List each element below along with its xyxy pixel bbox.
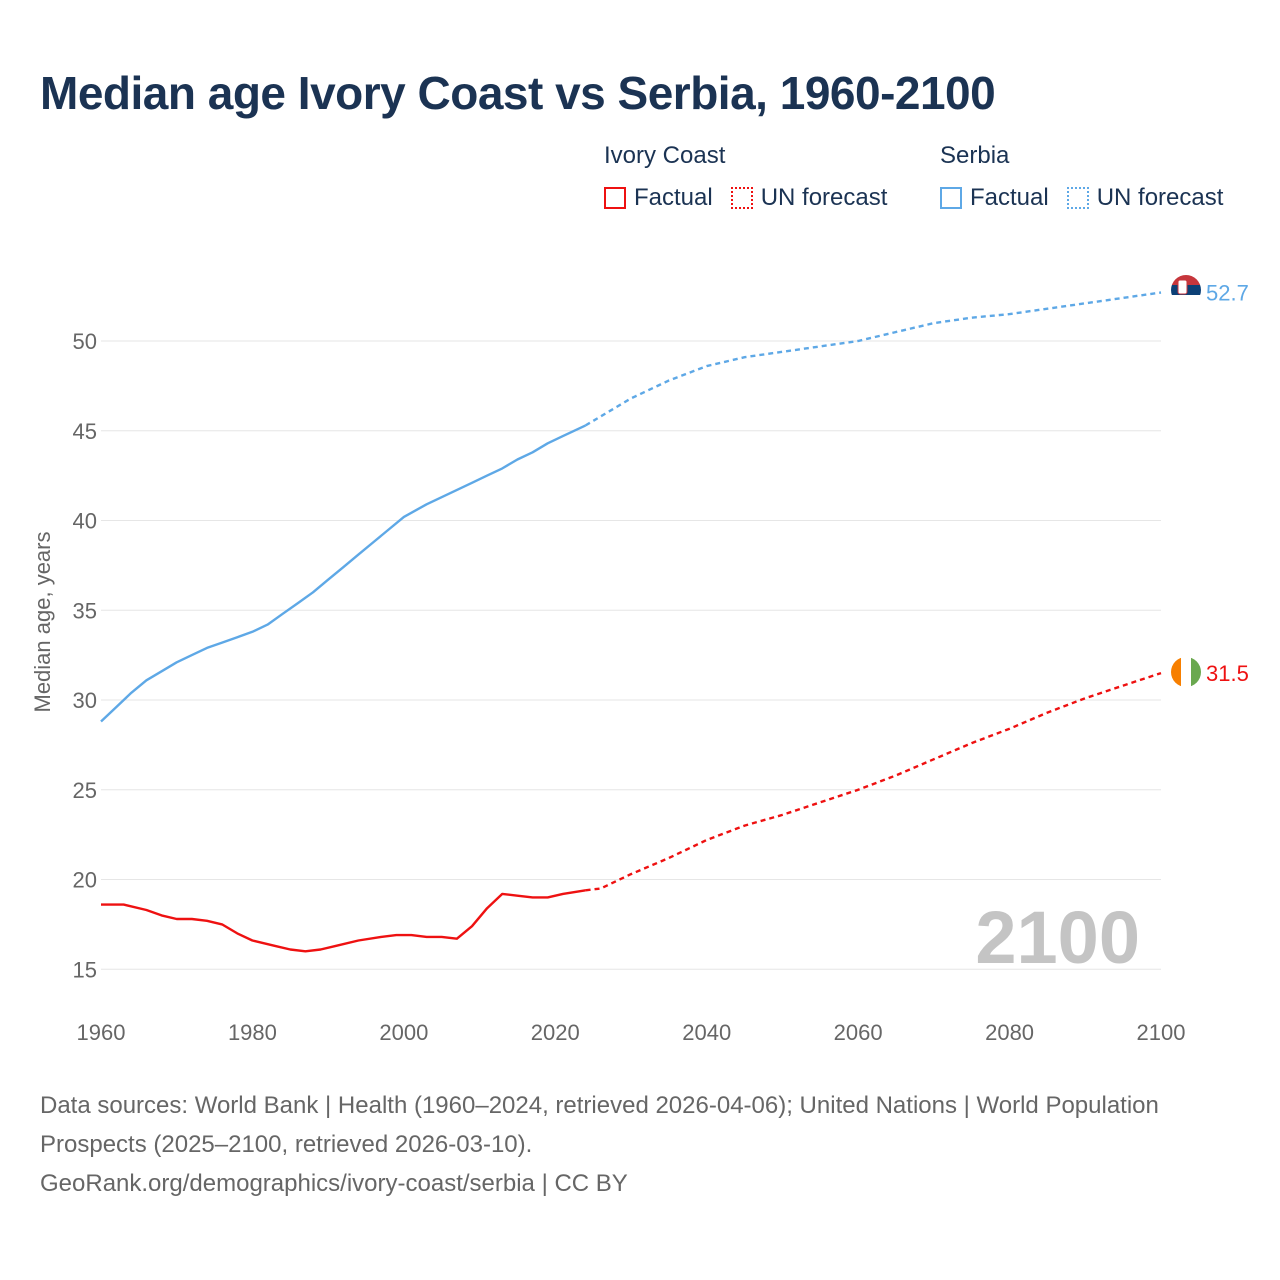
legend-swatch-dotted (1066, 187, 1089, 209)
series (100, 291, 1162, 953)
y-tick-label: 30 (73, 688, 97, 713)
legend-ivory-coast: Ivory Coast Factual UN forecast (604, 142, 905, 212)
legend-ivory-forecast[interactable]: UN forecast (730, 184, 888, 212)
legend-serbia: Serbia Factual UN forecast (940, 142, 1241, 212)
legend-label: UN forecast (760, 184, 888, 211)
ivory-coast-end-label: 31.5 (1206, 661, 1249, 686)
legend-group-title: Serbia (940, 142, 1010, 169)
y-tick-label: 35 (73, 598, 97, 623)
serbia-flag-icon (1171, 275, 1201, 305)
chart-title: Median age Ivory Coast vs Serbia, 1960-2… (40, 67, 996, 119)
x-tick-label: 2060 (834, 1020, 883, 1045)
ivory-coast-flag-icon (1171, 657, 1201, 687)
footer: Data sources: World Bank | Health (1960–… (40, 1086, 1220, 1203)
x-tick-label: 2020 (531, 1020, 580, 1045)
legend-group-title: Ivory Coast (604, 142, 726, 169)
legend-label: Factual (970, 184, 1049, 211)
serbia-factual-line (100, 424, 587, 723)
x-tick-label: 1980 (228, 1020, 277, 1045)
line-chart: 15 20 25 30 35 40 45 50 1960 1980 2000 2020 2040 2060… (30, 275, 1249, 1045)
serbia-forecast-line (584, 291, 1162, 427)
ivory-coast-factual-line (101, 889, 586, 953)
end-labels: 31.5 52.7 (1206, 281, 1249, 687)
axes: 15 20 25 30 35 40 45 50 1960 1980 2000 2020 2040 2060… (30, 329, 1185, 1045)
y-axis-label: Median age, years (30, 532, 55, 713)
legend-serbia-factual[interactable]: Factual (940, 184, 1049, 212)
legend-swatch-solid (940, 187, 962, 209)
y-tick-label: 50 (73, 329, 97, 354)
x-tick-label: 2000 (379, 1020, 428, 1045)
x-tick-label: 2040 (682, 1020, 731, 1045)
source-link[interactable]: GeoRank.org/demographics/ivory-coast/ser… (40, 1170, 628, 1197)
y-tick-label: 15 (73, 957, 97, 982)
ivory-coast-forecast-line (585, 671, 1162, 892)
year-watermark: 2100 (975, 896, 1140, 979)
serbia-end-label: 52.7 (1206, 281, 1249, 306)
legend-label: UN forecast (1096, 184, 1224, 211)
legend-serbia-forecast[interactable]: UN forecast (1066, 184, 1224, 212)
y-tick-label: 20 (73, 868, 97, 893)
x-tick-label: 2100 (1137, 1020, 1186, 1045)
legend-ivory-factual[interactable]: Factual (604, 184, 713, 212)
x-tick-label: 1960 (77, 1020, 126, 1045)
gridlines (101, 340, 1161, 970)
legend-swatch-solid (604, 187, 626, 209)
legend-swatch-dotted (730, 187, 753, 209)
y-tick-label: 25 (73, 778, 97, 803)
y-tick-label: 45 (73, 419, 97, 444)
data-sources: Data sources: World Bank | Health (1960–… (40, 1092, 1159, 1158)
x-tick-label: 2080 (985, 1020, 1034, 1045)
legend-label: Factual (634, 184, 713, 211)
y-tick-label: 40 (73, 509, 97, 534)
